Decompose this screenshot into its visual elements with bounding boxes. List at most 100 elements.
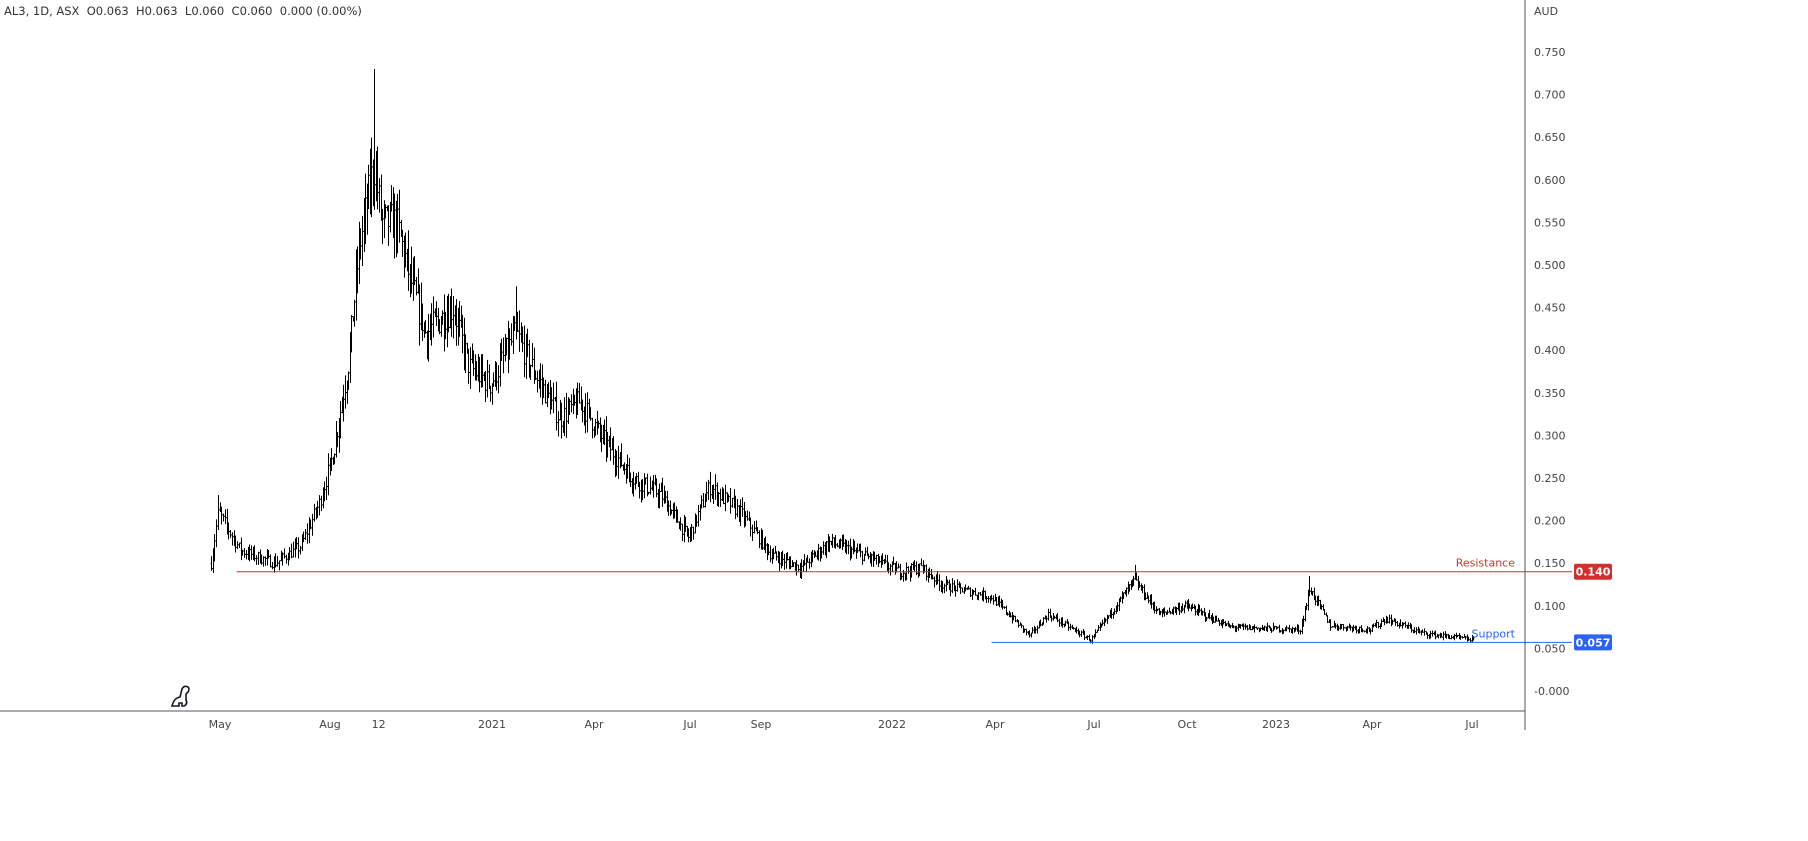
- ohlc-bar: [547, 382, 550, 399]
- ohlc-bar: [1239, 624, 1242, 629]
- ohlc-bar: [236, 541, 239, 550]
- ohlc-bar: [521, 326, 524, 353]
- price-tick-label: 0.450: [1534, 302, 1566, 315]
- ohlc-bar: [959, 583, 962, 594]
- ohlc-bar: [1086, 635, 1089, 640]
- ohlc-bar: [828, 536, 831, 553]
- ohlc-bar: [353, 299, 356, 327]
- ohlc-bar: [424, 319, 427, 334]
- ohlc-bar: [897, 563, 900, 569]
- ohlc-bar: [1001, 600, 1004, 610]
- ohlc-bar: [1144, 592, 1147, 601]
- ohlc-bar: [359, 228, 362, 260]
- ohlc-bar: [1232, 625, 1235, 629]
- ohlc-bar: [875, 554, 878, 565]
- ohlc-bar: [539, 363, 542, 398]
- ohlc-bar: [1459, 635, 1462, 640]
- ohlc-bar: [681, 523, 684, 542]
- ohlc-bar: [1036, 625, 1039, 634]
- ohlc-bar: [892, 556, 895, 566]
- ohlc-bar: [1346, 625, 1349, 631]
- ohlc-bar: [370, 137, 373, 218]
- ohlc-bar: [1297, 624, 1300, 635]
- ohlc-bar: [811, 549, 814, 563]
- ohlc-bar: [1323, 609, 1326, 615]
- ohlc-bar: [623, 462, 626, 475]
- ohlc-bar: [290, 543, 293, 559]
- ohlc-bar: [761, 530, 764, 550]
- time-tick-label: Aug: [319, 718, 340, 731]
- ohlc-bar: [739, 499, 742, 527]
- ohlc-bar: [600, 424, 603, 452]
- ohlc-bar: [415, 276, 418, 296]
- ohlc-bar: [956, 579, 959, 592]
- ohlc-bar: [407, 230, 410, 291]
- ohlc-bar: [1080, 630, 1083, 637]
- ohlc-bar: [550, 387, 553, 410]
- ohlc-bar: [316, 500, 319, 518]
- ohlc-bar: [705, 481, 708, 502]
- ohlc-bar: [1023, 628, 1026, 633]
- ohlc-bar: [803, 554, 806, 566]
- ohlc-bar: [421, 303, 424, 342]
- ohlc-bar: [1314, 595, 1317, 606]
- ohlc-bar: [1285, 625, 1288, 632]
- tradingview-logo-icon[interactable]: [170, 685, 190, 707]
- ohlc-bar: [461, 314, 464, 354]
- ohlc-bar: [1156, 608, 1159, 612]
- ohlc-bar: [220, 506, 223, 525]
- ohlc-bar: [381, 208, 384, 245]
- ohlc-bar: [393, 193, 396, 259]
- ohlc-bar: [951, 578, 954, 594]
- price-axis[interactable]: 0.750 0.700 0.650 0.600 0.550 0.500 0.450 0.400…: [1534, 46, 1569, 698]
- ohlc-bar: [552, 382, 555, 414]
- ohlc-bar: [573, 394, 576, 406]
- ohlc-bar: [676, 509, 679, 523]
- ohlc-bar: [1009, 612, 1012, 618]
- ohlc-bar: [1229, 624, 1232, 629]
- ohlc-bar: [1191, 603, 1194, 609]
- ohlc-bar: [1302, 615, 1305, 627]
- ohlc-bar: [283, 548, 286, 559]
- ohlc-bar: [1110, 607, 1113, 619]
- ohlc-bar: [1386, 616, 1389, 624]
- ohlc-bar: [484, 370, 487, 403]
- ohlc-bar: [820, 546, 823, 559]
- ohlc-bar: [741, 497, 744, 517]
- ohlc-bar: [767, 543, 770, 556]
- ohlc-bar: [555, 381, 558, 431]
- ohlc-bar: [806, 554, 809, 563]
- ohlc-bar: [1308, 575, 1311, 597]
- ohlc-bars: [210, 69, 1475, 644]
- ohlc-bar: [744, 511, 747, 527]
- horizontal-lines: Resistance 0.140 Support 0.057: [236, 557, 1612, 651]
- price-tick-label: 0.200: [1534, 515, 1566, 528]
- ohlc-bar: [764, 536, 767, 554]
- ohlc-bar: [941, 580, 944, 594]
- resistance-price-value: 0.140: [1576, 566, 1611, 579]
- ohlc-bar: [687, 528, 690, 543]
- ohlc-bar: [751, 524, 754, 541]
- time-axis[interactable]: May Aug 12 2021 Apr Jul Sep 2022 Apr Jul Oct 2023 Ap…: [209, 718, 1479, 731]
- ohlc-bar: [450, 288, 453, 337]
- ohlc-bar: [1334, 623, 1337, 629]
- ohlc-bar: [1122, 592, 1125, 600]
- ohlc-bar: [1097, 624, 1100, 631]
- ohlc-bar: [1166, 609, 1169, 615]
- ohlc-bar: [943, 583, 946, 594]
- ohlc-bar: [1448, 635, 1451, 640]
- ohlc-bar: [655, 478, 658, 498]
- ohlc-bar: [1263, 625, 1266, 632]
- ohlc-bar: [1282, 629, 1285, 634]
- ohlc-bar: [304, 528, 307, 541]
- ohlc-bar: [1266, 622, 1269, 632]
- ohlc-bar: [990, 594, 993, 601]
- ohlc-bar: [458, 301, 461, 337]
- ohlc-bar: [1358, 626, 1361, 634]
- ohlc-bar: [786, 552, 789, 561]
- ohlc-bar: [1410, 624, 1413, 633]
- ohlc-bar: [581, 399, 584, 423]
- ohlc-bar: [1163, 607, 1166, 617]
- ohlc-bar: [1172, 606, 1175, 615]
